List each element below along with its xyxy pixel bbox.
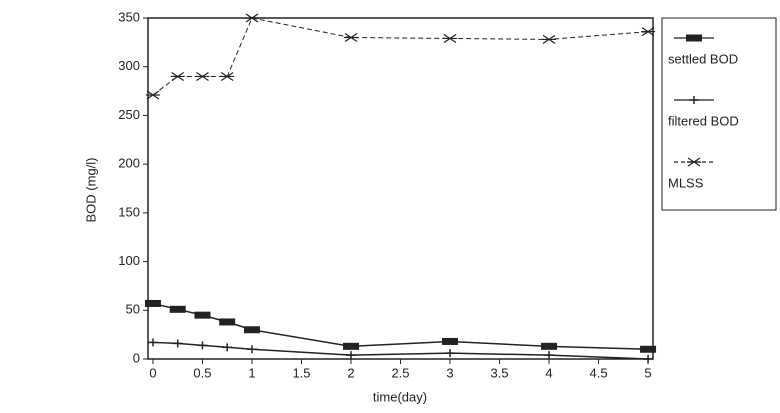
data-point xyxy=(219,318,235,325)
marker-part xyxy=(344,33,358,41)
data-point xyxy=(194,312,210,319)
data-point xyxy=(443,34,457,42)
chart: time(day) BOD (mg/l) 0501001502002503003… xyxy=(0,0,780,413)
y-tick-label: 250 xyxy=(118,107,140,122)
data-point xyxy=(170,306,186,313)
x-tick-label: 4.5 xyxy=(590,365,608,380)
x-tick-label: 1 xyxy=(248,365,255,380)
marker-part xyxy=(171,72,185,80)
y-axis-label: BOD (mg/l) xyxy=(83,158,98,223)
plot-frame xyxy=(148,18,653,359)
legend-label: MLSS xyxy=(668,175,704,190)
data-point xyxy=(544,351,554,359)
data-point xyxy=(171,72,185,80)
marker-part xyxy=(195,72,209,80)
data-point xyxy=(541,343,557,350)
x-tick-label: 4 xyxy=(545,365,552,380)
data-point xyxy=(195,72,209,80)
legend-label: filtered BOD xyxy=(668,113,739,128)
y-tick-label: 50 xyxy=(126,302,140,317)
data-point xyxy=(346,351,356,359)
marker-part xyxy=(541,343,557,350)
marker-part xyxy=(542,35,556,43)
data-point xyxy=(197,341,207,349)
legend-label: settled BOD xyxy=(668,51,738,66)
marker-part xyxy=(146,91,160,99)
marker-part xyxy=(640,346,656,353)
marker-part xyxy=(442,338,458,345)
data-point xyxy=(689,96,699,104)
x-tick-label: 0.5 xyxy=(193,365,211,380)
data-point xyxy=(148,338,158,346)
y-tick-label: 0 xyxy=(133,350,140,365)
marker-part xyxy=(443,34,457,42)
data-point xyxy=(442,338,458,345)
marker-part xyxy=(220,72,234,80)
data-point xyxy=(344,33,358,41)
x-tick-label: 2.5 xyxy=(391,365,409,380)
data-point xyxy=(643,355,653,363)
series-line xyxy=(153,303,648,349)
data-point xyxy=(641,28,655,36)
x-tick-label: 2 xyxy=(347,365,354,380)
data-point xyxy=(220,72,234,80)
y-tick-label: 150 xyxy=(118,204,140,219)
marker-part xyxy=(244,326,260,333)
x-tick-label: 1.5 xyxy=(292,365,310,380)
marker-part xyxy=(194,312,210,319)
data-point xyxy=(343,343,359,350)
data-point xyxy=(173,339,183,347)
data-point xyxy=(244,326,260,333)
marker-part xyxy=(687,158,701,166)
y-tick-label: 300 xyxy=(118,58,140,73)
x-tick-label: 0 xyxy=(149,365,156,380)
y-tick-label: 350 xyxy=(118,9,140,24)
x-tick-label: 3 xyxy=(446,365,453,380)
marker-part xyxy=(170,306,186,313)
marker-part xyxy=(641,28,655,36)
y-tick-label: 200 xyxy=(118,156,140,171)
marker-part xyxy=(219,318,235,325)
data-point xyxy=(245,14,259,22)
series-line xyxy=(153,18,648,95)
data-point xyxy=(687,158,701,166)
marker-part xyxy=(145,300,161,307)
data-point xyxy=(247,345,257,353)
marker-part xyxy=(343,343,359,350)
marker-part xyxy=(686,35,702,42)
marker-part xyxy=(245,14,259,22)
data-point xyxy=(542,35,556,43)
x-axis-label: time(day) xyxy=(373,389,427,404)
data-point xyxy=(146,91,160,99)
x-tick-label: 5 xyxy=(644,365,651,380)
data-point xyxy=(686,35,702,42)
data-point xyxy=(145,300,161,307)
x-tick-label: 3.5 xyxy=(490,365,508,380)
y-tick-label: 100 xyxy=(118,253,140,268)
data-point xyxy=(445,349,455,357)
data-point xyxy=(222,343,232,351)
data-point xyxy=(640,346,656,353)
